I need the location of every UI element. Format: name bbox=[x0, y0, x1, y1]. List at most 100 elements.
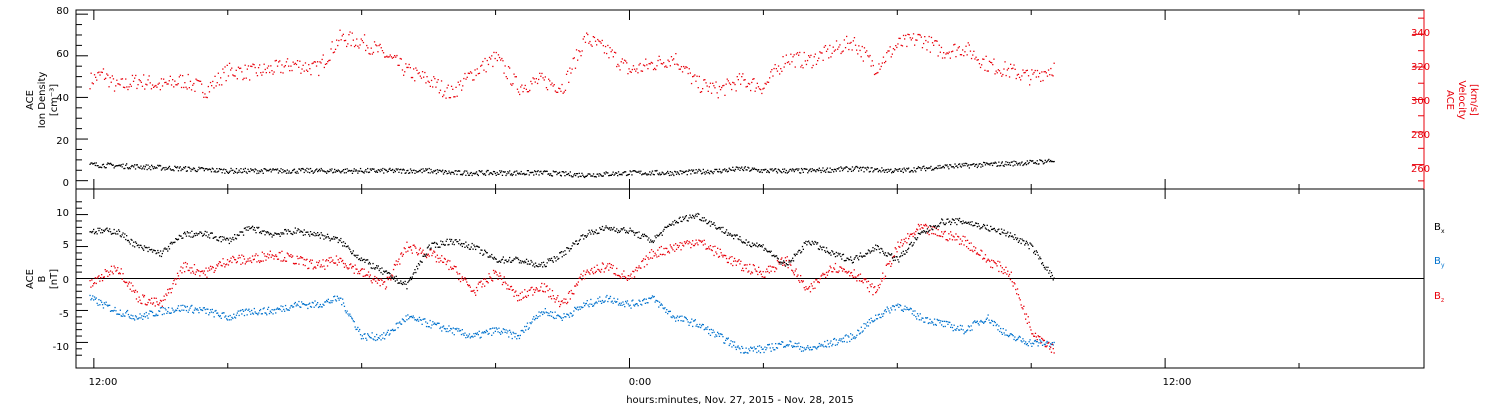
bx-point bbox=[308, 233, 310, 236]
by-point bbox=[779, 343, 781, 345]
by-point bbox=[214, 310, 216, 312]
density-point bbox=[981, 163, 983, 166]
by-point bbox=[641, 304, 643, 306]
velocity-point bbox=[406, 66, 408, 69]
bx-point bbox=[198, 233, 200, 235]
by-point bbox=[1006, 334, 1008, 336]
bx-point bbox=[491, 253, 493, 256]
bz-point bbox=[601, 262, 604, 264]
bz-point bbox=[101, 280, 104, 282]
density-point bbox=[178, 167, 180, 169]
velocity-point bbox=[360, 38, 362, 40]
by-point bbox=[651, 295, 654, 297]
bz-point bbox=[712, 246, 714, 248]
bz-point bbox=[505, 282, 507, 285]
bz-point bbox=[639, 267, 641, 269]
by-point bbox=[306, 304, 308, 306]
density-point bbox=[728, 167, 730, 169]
bz-point bbox=[607, 263, 609, 265]
bz-point bbox=[207, 270, 209, 272]
velocity-point bbox=[974, 58, 976, 60]
by-point bbox=[341, 304, 343, 306]
bz-point bbox=[216, 264, 218, 266]
density-point bbox=[950, 166, 953, 168]
density-point bbox=[858, 170, 860, 172]
by-point bbox=[163, 313, 165, 315]
bz-point bbox=[145, 304, 147, 306]
bz-point bbox=[841, 267, 843, 269]
density-point bbox=[975, 164, 977, 166]
bx-point bbox=[640, 237, 642, 239]
bx-point bbox=[656, 234, 658, 236]
bx-point bbox=[647, 239, 649, 241]
by-point bbox=[249, 310, 251, 313]
bz-point bbox=[804, 289, 806, 291]
density-point bbox=[319, 170, 321, 172]
density-point bbox=[538, 174, 540, 176]
bz-point bbox=[939, 235, 941, 237]
density-point bbox=[303, 171, 305, 174]
velocity-point bbox=[447, 84, 449, 86]
by-point bbox=[653, 295, 655, 298]
velocity-point bbox=[862, 60, 864, 62]
bz-point bbox=[650, 257, 652, 259]
velocity-point bbox=[976, 59, 978, 61]
velocity-point bbox=[312, 62, 314, 64]
by-point bbox=[1018, 335, 1020, 337]
bz-point bbox=[747, 271, 749, 273]
by-point bbox=[960, 328, 962, 330]
density-point bbox=[573, 174, 575, 176]
velocity-point bbox=[307, 70, 309, 72]
by-point bbox=[520, 330, 522, 332]
bz-point bbox=[499, 272, 501, 274]
bz-point bbox=[226, 259, 229, 261]
density-point bbox=[825, 168, 828, 171]
density-point bbox=[124, 167, 126, 170]
velocity-point bbox=[149, 82, 151, 84]
bz-point bbox=[582, 275, 584, 277]
density-point bbox=[828, 171, 830, 173]
density-point bbox=[1030, 160, 1032, 162]
bx-point bbox=[762, 244, 764, 246]
bx-point bbox=[556, 256, 558, 258]
velocity-point bbox=[176, 84, 178, 86]
by-point bbox=[127, 313, 130, 316]
by-point bbox=[532, 318, 534, 320]
density-point bbox=[984, 164, 987, 166]
by-point bbox=[248, 308, 250, 310]
bx-point bbox=[638, 231, 640, 233]
density-point bbox=[259, 171, 262, 173]
velocity-point bbox=[957, 47, 959, 49]
bz-point bbox=[927, 226, 929, 228]
bz-point bbox=[902, 243, 904, 245]
velocity-point bbox=[199, 80, 202, 82]
by-point bbox=[616, 301, 618, 303]
bz-point bbox=[662, 253, 664, 255]
velocity-point bbox=[232, 74, 234, 76]
density-point bbox=[831, 169, 833, 171]
by-point bbox=[815, 347, 817, 349]
bx-point bbox=[428, 244, 430, 246]
velocity-point bbox=[1007, 67, 1010, 70]
velocity-point bbox=[996, 72, 998, 74]
bz-point bbox=[334, 262, 337, 264]
bx-point bbox=[495, 258, 497, 260]
bx-point bbox=[729, 232, 731, 235]
bx-point bbox=[371, 267, 373, 270]
velocity-point bbox=[625, 60, 627, 62]
bz-point bbox=[99, 280, 101, 282]
bz-point bbox=[161, 305, 163, 307]
bx-point bbox=[94, 231, 96, 233]
velocity-point bbox=[119, 84, 121, 86]
by-point bbox=[141, 315, 143, 317]
bx-point bbox=[333, 236, 335, 238]
bz-point bbox=[999, 261, 1001, 263]
by-point bbox=[962, 329, 964, 331]
bz-point bbox=[647, 256, 649, 259]
by-point bbox=[705, 327, 707, 329]
velocity-point bbox=[989, 61, 992, 63]
density-point bbox=[917, 166, 920, 168]
by-point bbox=[198, 312, 200, 314]
velocity-point bbox=[247, 65, 250, 67]
density-point bbox=[217, 170, 220, 172]
